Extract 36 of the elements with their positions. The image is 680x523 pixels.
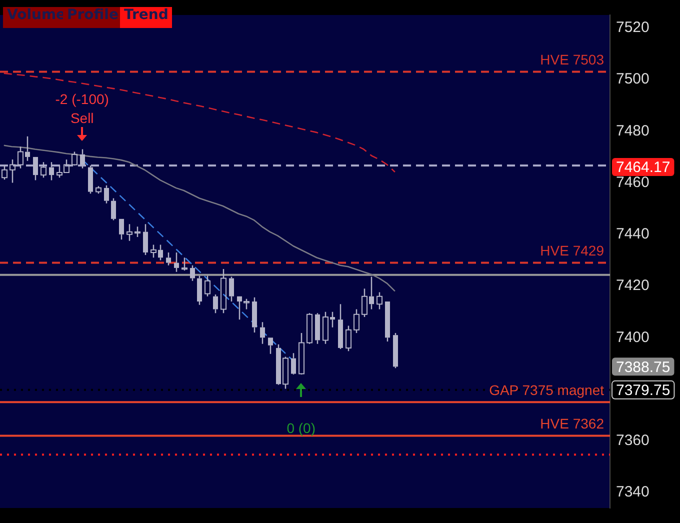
candlestick <box>182 257 188 272</box>
y-tick-label: 7340 <box>616 484 650 501</box>
annotation: Sell <box>70 110 94 126</box>
candlestick <box>260 322 265 344</box>
candlestick <box>174 252 179 272</box>
candlestick <box>252 296 257 334</box>
y-tick-label: 7420 <box>616 277 650 294</box>
y-tick-label: 7500 <box>616 70 650 88</box>
candlestick <box>197 275 202 306</box>
candlestick <box>220 268 226 314</box>
y-tick-label: 7460 <box>616 174 650 191</box>
text: 7379.75 <box>616 382 670 400</box>
candlestick <box>143 223 148 256</box>
y-tick-label: 7480 <box>616 122 650 140</box>
candlestick <box>134 226 140 238</box>
annotation: Trend <box>120 7 172 28</box>
candlestick <box>338 303 343 350</box>
text: 7388.75 <box>616 358 670 376</box>
candlestick <box>315 312 320 344</box>
ref-line-label: HVE 7362 <box>540 416 604 432</box>
annotation: -2 (-100) <box>55 90 109 107</box>
y-tick-label: 7360 <box>616 432 650 450</box>
ref-line-label: GAP 7375 magnet <box>489 382 604 398</box>
text: 7464.17 <box>616 159 670 176</box>
y-tick-label: 7440 <box>616 226 650 243</box>
candlestick <box>298 332 304 376</box>
y-tick-label: 7520 <box>616 19 650 36</box>
annotation: Volume <box>7 7 66 23</box>
candlestick <box>376 292 382 310</box>
annotation: 0 (0) <box>286 420 316 436</box>
annotation: Profile <box>67 7 118 23</box>
ref-line-label: HVE 7503 <box>540 52 604 68</box>
line-series <box>3 72 396 173</box>
y-tick-label: 7400 <box>616 328 650 346</box>
ref-line-label: HVE 7429 <box>540 242 604 259</box>
candlestick <box>126 223 132 242</box>
